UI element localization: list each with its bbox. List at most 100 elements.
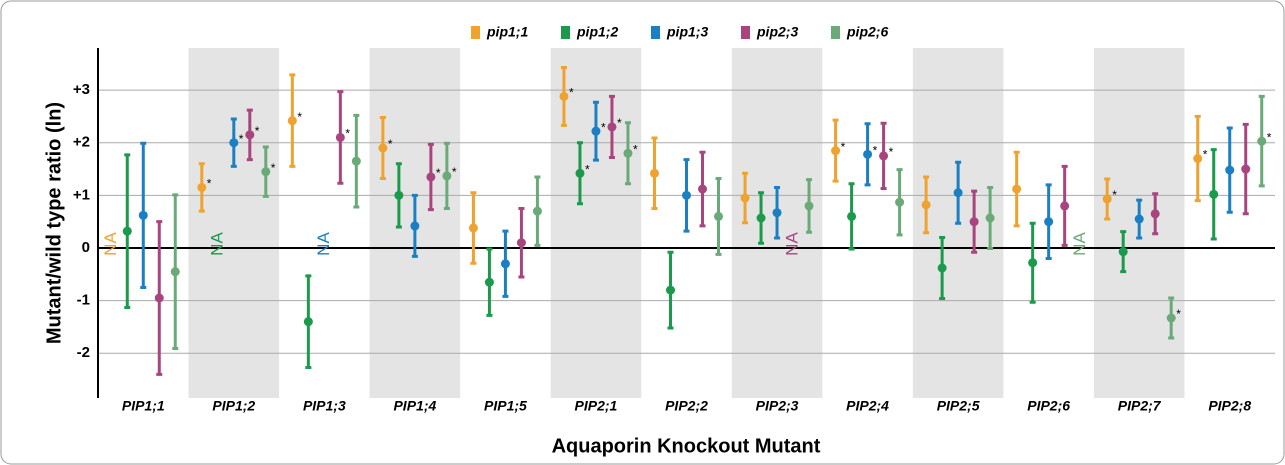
legend-label: pip1;2 (576, 24, 618, 40)
na-label: NA (314, 232, 333, 256)
x-tick-label: PIP2;8 (1208, 398, 1251, 414)
point (1150, 209, 1160, 219)
significance-mark: * (841, 140, 846, 154)
point (170, 267, 180, 277)
point (714, 211, 723, 221)
point (500, 259, 510, 269)
point (1134, 214, 1144, 224)
x-tick-label: PIP2;3 (756, 398, 799, 414)
point (1118, 247, 1128, 257)
y-tick-label: 0 (82, 239, 90, 256)
x-tick-label: PIP2;1 (575, 398, 618, 414)
point (921, 200, 931, 210)
significance-mark: * (255, 124, 260, 138)
point (772, 208, 782, 218)
point (863, 149, 873, 159)
point (245, 130, 255, 140)
significance-mark: * (569, 86, 574, 100)
significance-mark: * (207, 177, 212, 191)
point (1257, 136, 1267, 146)
significance-mark: * (239, 132, 244, 146)
point (197, 182, 207, 192)
point (1060, 201, 1070, 211)
point (1193, 154, 1203, 164)
point (1102, 194, 1112, 204)
y-tick-label: -1 (77, 292, 90, 309)
y-tick-label: +2 (73, 134, 90, 151)
point (532, 206, 542, 216)
point (607, 122, 617, 132)
legend-swatch (741, 26, 750, 39)
y-axis-label: Mutant/wild type ratio (ln) (43, 102, 65, 344)
x-tick-label: PIP1;2 (212, 398, 255, 414)
x-axis-label: Aquaporin Knockout Mutant (552, 435, 821, 457)
point (559, 91, 569, 101)
point (468, 223, 478, 233)
point (1209, 189, 1219, 199)
point (122, 226, 132, 236)
significance-mark: * (1176, 307, 1181, 321)
point (1241, 164, 1251, 174)
legend-label: pip2;6 (846, 24, 888, 40)
point (937, 263, 947, 273)
significance-mark: * (388, 137, 393, 151)
na-label: NA (207, 232, 226, 256)
point (895, 197, 905, 207)
x-tick-label: PIP2;5 (937, 398, 980, 414)
na-label: NA (1070, 232, 1089, 256)
point (623, 148, 633, 158)
point (985, 213, 995, 223)
point (378, 143, 388, 153)
na-label: NA (783, 232, 802, 256)
legend-swatch (651, 26, 660, 39)
point (1044, 217, 1054, 227)
point (351, 156, 361, 166)
x-tick-label: PIP2;2 (665, 398, 708, 414)
point (666, 285, 675, 295)
significance-mark: * (1267, 130, 1272, 144)
significance-mark: * (633, 142, 638, 156)
significance-mark: * (452, 165, 457, 179)
point (1028, 258, 1038, 268)
point (442, 171, 452, 181)
point (335, 132, 345, 142)
y-tick-label: -2 (77, 344, 90, 361)
x-tick-label: PIP2;6 (1027, 398, 1070, 414)
point (303, 317, 313, 327)
na-label: NA (101, 232, 120, 256)
legend-swatch (471, 26, 480, 39)
point (879, 151, 889, 161)
x-tick-label: PIP1;1 (122, 398, 165, 414)
point (229, 138, 239, 148)
x-tick-label: PIP1;3 (303, 398, 346, 414)
significance-mark: * (1203, 148, 1208, 162)
significance-mark: * (585, 162, 590, 176)
x-tick-label: PIP2;7 (1118, 398, 1162, 414)
point (650, 168, 659, 178)
significance-mark: * (889, 145, 894, 159)
legend-label: pip2;3 (756, 24, 798, 40)
point (394, 190, 404, 200)
point (847, 211, 857, 221)
point (591, 126, 601, 136)
point (575, 168, 585, 178)
point (1166, 313, 1176, 323)
y-tick-label: +1 (73, 186, 90, 203)
significance-mark: * (345, 127, 350, 141)
significance-mark: * (1112, 188, 1117, 202)
point (410, 221, 420, 231)
point (804, 201, 814, 211)
significance-mark: * (873, 143, 878, 157)
point (138, 210, 148, 220)
point (1225, 165, 1235, 175)
significance-mark: * (297, 110, 302, 124)
point (1012, 184, 1022, 194)
x-tick-label: PIP1;5 (484, 398, 527, 414)
point (484, 277, 494, 287)
point (831, 146, 841, 156)
y-tick-label: +3 (73, 81, 90, 98)
point (516, 238, 526, 248)
point (426, 172, 436, 182)
x-tick-label: PIP1;4 (393, 398, 436, 414)
